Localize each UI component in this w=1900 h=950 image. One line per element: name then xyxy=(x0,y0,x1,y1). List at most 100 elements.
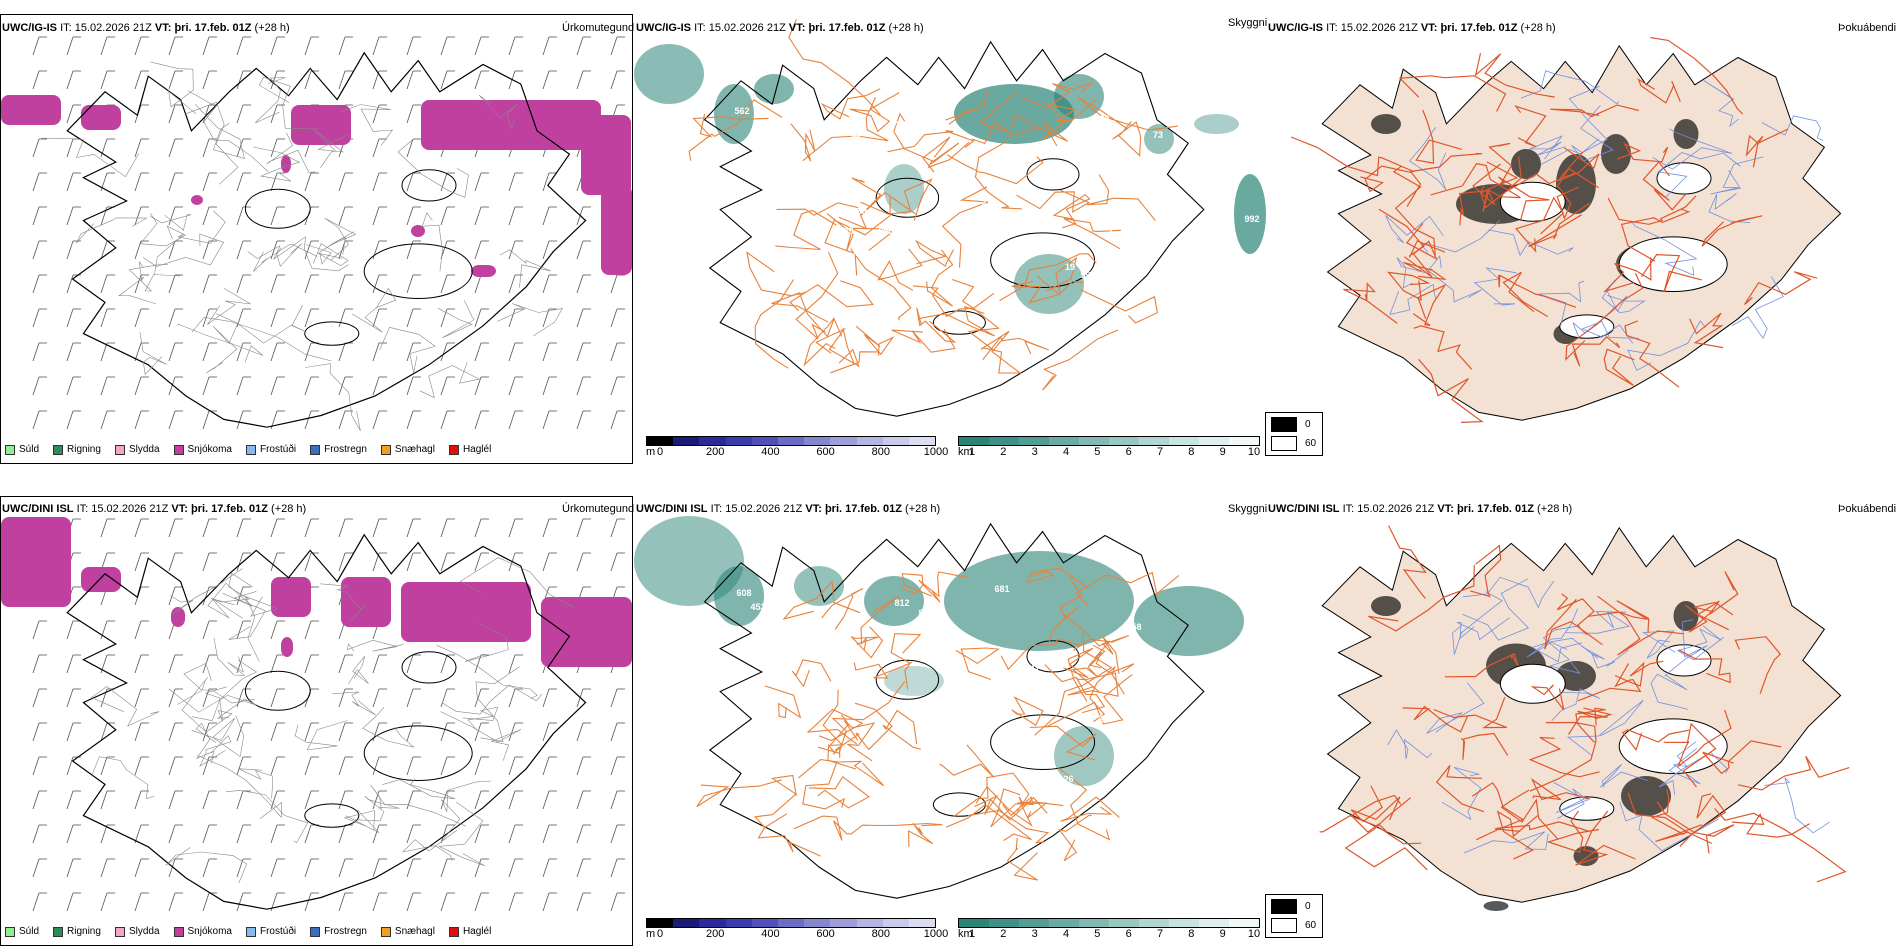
road-or-river-line xyxy=(1642,160,1687,211)
wind-barb xyxy=(440,756,448,776)
road-or-river-line xyxy=(352,287,397,333)
legend-swatch xyxy=(53,926,64,937)
road-or-river-line xyxy=(379,327,436,373)
visibility-value-label: 48 xyxy=(1015,256,1025,266)
road-or-river-line xyxy=(244,595,279,662)
road-or-river-line xyxy=(401,829,458,862)
it-value: 15.02.2026 21Z xyxy=(725,503,803,515)
vt-value: þri. 17.feb. 01Z xyxy=(1456,503,1534,515)
wind-barb xyxy=(304,790,312,810)
snow-area xyxy=(291,105,351,145)
colorbar-tick: 600 xyxy=(816,446,835,458)
road-or-river-line xyxy=(1650,673,1689,710)
colorbar-tick: 10 xyxy=(1247,928,1261,940)
wind-barb xyxy=(474,376,482,396)
road-or-river-line xyxy=(1462,578,1530,641)
wind-barb xyxy=(406,274,414,294)
wind-barb xyxy=(508,722,516,742)
header-visibility-1: UWC/IG-IS IT: 15.02.2026 21Z VT: þri. 17… xyxy=(636,22,924,34)
road-or-river-line xyxy=(1577,663,1642,702)
wind-barb xyxy=(610,858,618,878)
road-or-river-line xyxy=(1389,283,1437,315)
legend-label: Slydda xyxy=(128,444,160,455)
wind-barb xyxy=(66,620,74,640)
road-or-river-line xyxy=(798,759,885,787)
wind-barb xyxy=(610,790,618,810)
wind-barb xyxy=(202,36,210,56)
road-or-river-line xyxy=(1392,165,1436,256)
colorbar-unit: km xyxy=(958,446,973,458)
wind-barb xyxy=(236,342,244,362)
road-or-river-line xyxy=(793,815,850,841)
road-or-river-line xyxy=(150,61,196,114)
colorbar-cell xyxy=(804,919,831,927)
header-fog-1: UWC/IG-IS IT: 15.02.2026 21Z VT: þri. 17… xyxy=(1268,22,1556,34)
colorbar-cell xyxy=(699,919,726,927)
wind-barb xyxy=(270,206,278,226)
wind-barb xyxy=(32,376,40,396)
fog-map-1 xyxy=(1290,36,1842,423)
colorbar-cell xyxy=(830,919,857,927)
iceland-coastline xyxy=(703,522,1205,899)
legend-label: Haglél xyxy=(462,926,492,937)
legend-item-frostúði: Frostúði xyxy=(245,444,297,455)
road-or-river-line xyxy=(1010,275,1061,304)
wind-barb xyxy=(372,308,380,328)
legend-label: Frostúði xyxy=(259,444,297,455)
road-or-river-line xyxy=(1581,320,1639,344)
road-or-river-line xyxy=(1089,665,1125,722)
road-or-river-line xyxy=(1112,121,1142,157)
wind-barb xyxy=(236,70,244,90)
wind-barb xyxy=(168,858,176,878)
visibility-value-label: 341 xyxy=(1024,664,1039,674)
glacier-outline xyxy=(1618,718,1728,774)
road-or-river-line xyxy=(499,249,551,288)
wind-barb xyxy=(134,790,142,810)
low-visibility-area xyxy=(1234,174,1266,254)
colorbar-km-1: km 1 2 3 4 5 6 7 8 9 10 xyxy=(958,436,1260,458)
precip-type-panel-2: Súld Rigning Slydda Snjókoma Frostúði Frostre… xyxy=(0,496,633,946)
wind-barb xyxy=(372,518,380,538)
glacier-outline xyxy=(990,232,1096,288)
road-or-river-line xyxy=(980,330,1022,374)
colorbar-cell xyxy=(1139,919,1169,927)
wind-barb xyxy=(338,552,346,572)
wind-barb xyxy=(270,552,278,572)
wind-barb xyxy=(134,552,142,572)
road-or-river-line xyxy=(945,90,988,125)
road-or-river-line xyxy=(1637,78,1681,104)
wind-barb xyxy=(134,342,142,362)
glacier-outline xyxy=(244,188,311,229)
lead-time: (+28 h) xyxy=(254,22,290,34)
wind-barb xyxy=(508,274,516,294)
road-or-river-line xyxy=(177,677,208,734)
road-or-river-line xyxy=(247,243,302,267)
wind-barb xyxy=(304,342,312,362)
road-or-river-line xyxy=(213,637,246,676)
colorbar-m-1: m 0 200 400 600 800 1000 xyxy=(646,436,948,458)
wind-barb xyxy=(508,858,516,878)
road-or-river-line xyxy=(901,573,932,597)
road-or-river-line xyxy=(441,780,492,841)
wind-barb xyxy=(100,790,108,810)
road-or-river-line xyxy=(1567,707,1613,735)
wind-barb xyxy=(236,206,244,226)
fog-legend-row: 0 xyxy=(1271,417,1317,432)
road-or-river-line xyxy=(194,104,245,160)
wind-barb xyxy=(134,722,142,742)
road-or-river-line xyxy=(195,722,217,764)
road-or-river-line xyxy=(273,236,349,272)
road-or-river-line xyxy=(827,743,857,770)
wind-barb xyxy=(236,858,244,878)
wind-barb xyxy=(406,790,414,810)
wind-barb xyxy=(236,240,244,260)
fog-legend-row: 0 xyxy=(1271,899,1317,914)
wind-barb xyxy=(474,342,482,362)
wind-barb xyxy=(406,518,414,538)
road-or-river-line xyxy=(1460,732,1509,760)
road-or-river-line xyxy=(382,778,456,800)
wind-barb xyxy=(576,552,584,572)
wind-barb xyxy=(304,756,312,776)
wind-barb xyxy=(406,70,414,90)
road-or-river-line xyxy=(1571,335,1621,367)
